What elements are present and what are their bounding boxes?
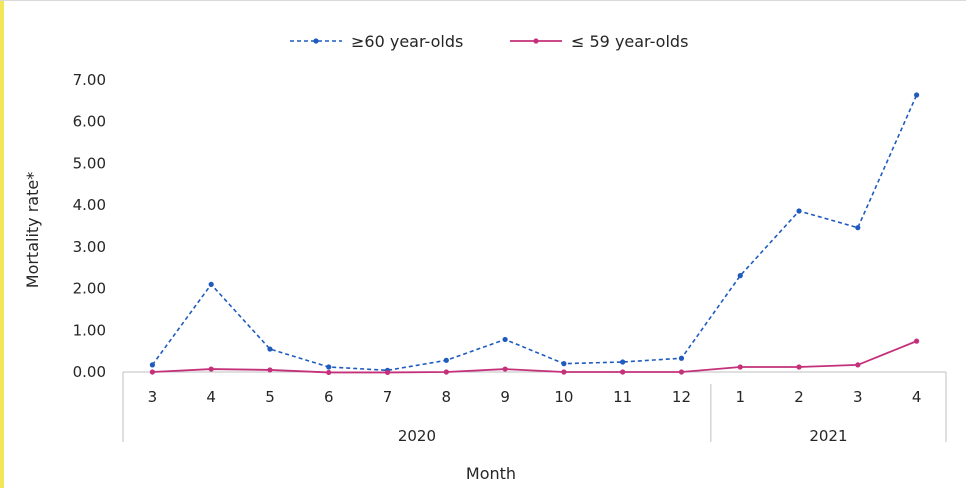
data-point bbox=[502, 366, 508, 372]
x-tick-label: 2 bbox=[794, 388, 804, 406]
data-point bbox=[149, 362, 155, 368]
x-tick-label: 5 bbox=[265, 388, 275, 406]
x-tick-label: 11 bbox=[613, 388, 632, 406]
x-group-label: 2020 bbox=[398, 427, 436, 445]
legend-marker bbox=[313, 38, 319, 44]
y-tick-label: 4.00 bbox=[73, 196, 106, 214]
x-tick-label: 10 bbox=[554, 388, 573, 406]
data-point bbox=[384, 369, 391, 376]
y-tick-label: 2.00 bbox=[73, 280, 106, 298]
x-tick-label: 3 bbox=[853, 388, 863, 406]
x-tick-label: 4 bbox=[206, 388, 216, 406]
x-tick-label: 1 bbox=[735, 388, 745, 406]
x-tick-label: 6 bbox=[324, 388, 334, 406]
data-point bbox=[620, 369, 626, 375]
data-point bbox=[914, 92, 920, 98]
data-point bbox=[208, 366, 214, 372]
legend-label: ≤ 59 year-olds bbox=[571, 32, 688, 51]
data-point bbox=[855, 225, 861, 231]
data-point bbox=[326, 364, 332, 370]
x-axis-ticks: 3 4 5 6 7 8 9 10 11 12 1 2 3 4 bbox=[148, 388, 922, 406]
accent-bar bbox=[0, 0, 4, 488]
y-tick-label: 0.00 bbox=[73, 363, 106, 381]
x-tick-label: 8 bbox=[442, 388, 452, 406]
data-point bbox=[678, 369, 685, 375]
data-point bbox=[561, 361, 567, 367]
data-point bbox=[796, 364, 802, 370]
y-tick-label: 7.00 bbox=[73, 71, 106, 89]
y-tick-label: 1.00 bbox=[73, 321, 106, 339]
data-point bbox=[737, 273, 743, 279]
data-point bbox=[737, 364, 743, 370]
data-point bbox=[443, 357, 449, 363]
data-point bbox=[855, 362, 861, 368]
x-tick-label: 3 bbox=[148, 388, 158, 406]
series-line-60-plus bbox=[151, 94, 918, 372]
data-point bbox=[502, 336, 508, 343]
data-point bbox=[620, 359, 626, 365]
data-point bbox=[914, 338, 920, 344]
series-lines bbox=[149, 92, 920, 376]
top-border bbox=[0, 0, 966, 1]
x-axis-label: Month bbox=[466, 464, 516, 483]
x-tick-label: 9 bbox=[500, 388, 510, 406]
data-point bbox=[208, 281, 214, 287]
x-group-label: 2021 bbox=[809, 427, 847, 445]
legend-label: ≥60 year-olds bbox=[351, 32, 463, 51]
legend-marker bbox=[533, 38, 539, 44]
y-axis-label: Mortality rate* bbox=[23, 172, 42, 288]
x-axis-groups: 2020 2021 bbox=[398, 384, 848, 445]
data-point bbox=[267, 367, 273, 373]
y-axis-ticks: 0.00 1.00 2.00 3.00 4.00 5.00 6.00 7.00 bbox=[73, 71, 106, 381]
legend: ≥60 year-olds ≤ 59 year-olds bbox=[290, 32, 688, 51]
data-point bbox=[443, 369, 449, 375]
data-point bbox=[326, 369, 332, 376]
y-tick-label: 5.00 bbox=[73, 154, 106, 172]
data-point bbox=[678, 355, 685, 361]
data-point bbox=[267, 346, 273, 352]
y-tick-label: 6.00 bbox=[73, 113, 106, 131]
data-point bbox=[149, 369, 155, 375]
x-tick-label: 4 bbox=[912, 388, 922, 406]
axes bbox=[122, 371, 947, 442]
x-tick-label: 7 bbox=[383, 388, 393, 406]
data-point bbox=[796, 208, 802, 214]
series-line-59-under bbox=[152, 340, 917, 374]
y-tick-label: 3.00 bbox=[73, 238, 106, 256]
data-point bbox=[561, 369, 567, 375]
x-tick-label: 12 bbox=[672, 388, 691, 406]
